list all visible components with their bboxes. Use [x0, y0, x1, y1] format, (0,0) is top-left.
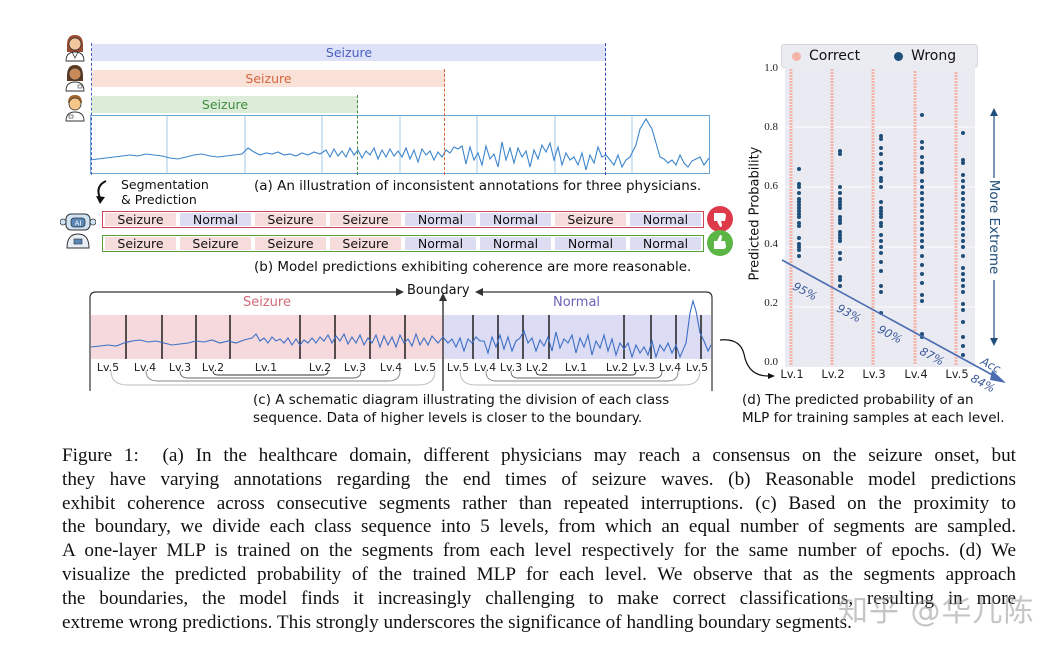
level-label: Lv.2 — [525, 361, 549, 374]
scatter-plot-area — [785, 67, 975, 367]
level-label: Lv.5 — [96, 361, 120, 374]
thumbs-down-icon — [707, 206, 733, 232]
caption-a: (a) An illustration of inconsistent anno… — [254, 178, 702, 194]
annotation-bar-physician-3: Seizure — [92, 96, 358, 113]
level-label: Lv.5 — [446, 361, 470, 374]
prediction-row-incoherent: Seizure Normal Seizure Seizure Normal No… — [102, 211, 704, 228]
end-line-physician-3 — [357, 95, 358, 175]
caption-c-line2: sequence. Data of higher levels is close… — [253, 410, 643, 426]
pred-cell: Normal — [480, 212, 551, 227]
caption-d-line2: MLP for training samples at each level. — [742, 410, 1005, 426]
pred-cell: Seizure — [105, 212, 176, 227]
x-tick: Lv.3 — [862, 367, 886, 381]
caption-line-8: extreme wrong predictions. This strongly… — [62, 611, 852, 633]
x-tick: Lv.5 — [945, 367, 969, 381]
y-tick: 0.4 — [764, 238, 778, 250]
pred-cell: Seizure — [330, 236, 401, 251]
thumbs-up-icon — [707, 230, 733, 256]
connector-arrow-icon — [719, 339, 775, 379]
end-line-physician-1 — [605, 43, 606, 175]
x-tick: Lv.2 — [821, 367, 845, 381]
caption-line-4: the boundary, we divide each class seque… — [62, 516, 1016, 538]
caption-c-line1: (c) A schematic diagram illustrating the… — [253, 392, 670, 408]
pred-cell: Normal — [480, 236, 551, 251]
y-tick: 0.6 — [764, 180, 778, 192]
boundary-label: Boundary — [407, 283, 470, 298]
pred-cell: Seizure — [255, 236, 326, 251]
level-label: Lv.3 — [632, 361, 656, 374]
annotation-bar-physician-1: Seizure — [92, 44, 606, 61]
level-label: Lv.3 — [343, 361, 367, 374]
more-extreme-arrows-icon — [990, 108, 998, 346]
normal-region-label: Normal — [553, 295, 601, 310]
level-label: Lv.4 — [473, 361, 497, 374]
physician-avatar-1-icon — [65, 35, 85, 62]
legend-wrong: Wrong — [911, 48, 957, 64]
pred-cell: Seizure — [555, 212, 626, 227]
end-line-physician-2 — [444, 69, 445, 175]
figure-caption: Figure 1: (a) In the healthcare domain, … — [62, 444, 1016, 634]
correct-marker-icon — [792, 51, 801, 61]
segmentation-label-line2: & Prediction — [121, 192, 197, 207]
onset-line — [91, 43, 92, 175]
caption-line-6: visualize the predicted probability of t… — [62, 563, 1016, 585]
y-axis-label: Predicted Probability — [747, 146, 763, 281]
level-label: Lv.2 — [308, 361, 332, 374]
pred-cell: Seizure — [180, 236, 251, 251]
level-label: Lv.1 — [564, 361, 588, 374]
level-label: Lv.1 — [254, 361, 278, 374]
pred-cell: Normal — [630, 212, 701, 227]
accuracy-trend-line — [781, 259, 1006, 383]
boundary-diagram — [89, 288, 713, 391]
level-label: Lv.4 — [379, 361, 403, 374]
ai-robot-icon: AI — [60, 213, 96, 249]
segmentation-label-line1: Segmentation — [121, 177, 209, 192]
legend-correct: Correct — [809, 48, 861, 64]
y-tick: 0.8 — [764, 121, 778, 133]
level-label: Lv.5 — [413, 361, 437, 374]
level-label: Lv.4 — [133, 361, 157, 374]
level-label: Lv.3 — [168, 361, 192, 374]
pred-cell: Normal — [405, 212, 476, 227]
prediction-row-coherent: Seizure Seizure Seizure Seizure Normal N… — [102, 235, 704, 252]
seizure-region-label: Seizure — [243, 295, 291, 310]
y-tick: 0.2 — [764, 297, 778, 309]
curved-arrow-icon — [96, 180, 107, 204]
level-label: Lv.2 — [201, 361, 225, 374]
caption-line-1: Figure 1: (a) In the healthcare domain, … — [62, 445, 1017, 466]
pred-cell: Seizure — [330, 212, 401, 227]
level-label: Lv.2 — [605, 361, 629, 374]
pred-cell: Normal — [180, 212, 251, 227]
physician-avatar-2-icon — [65, 65, 85, 92]
level-label: Lv.4 — [658, 361, 682, 374]
level-label: Lv.5 — [685, 361, 709, 374]
caption-b: (b) Model predictions exhibiting coheren… — [254, 259, 692, 275]
y-tick: 0.0 — [764, 356, 778, 368]
caption-line-2: they have varying annotations regarding … — [62, 468, 1016, 490]
x-tick: Lv.4 — [904, 367, 928, 381]
y-tick: 1.0 — [764, 62, 778, 74]
caption-line-7: the boundaries, the model finds it incre… — [62, 587, 1016, 609]
watermark: 知乎 @华儿陈 — [838, 594, 1035, 629]
pred-cell: Normal — [555, 236, 626, 251]
caption-line-3: exhibit coherence across consecutive seg… — [62, 492, 1016, 514]
svg-text:AI: AI — [75, 220, 82, 228]
pred-cell: Seizure — [105, 236, 176, 251]
eeg-waveform-a — [90, 115, 710, 174]
x-tick: Lv.1 — [780, 367, 804, 381]
caption-d-line1: (d) The predicted probability of an — [742, 392, 974, 408]
level-label: Lv.3 — [499, 361, 523, 374]
wrong-marker-icon — [894, 51, 904, 61]
pred-cell: Seizure — [255, 212, 326, 227]
more-extreme-label: More Extreme — [986, 179, 1002, 275]
chart-legend: Correct Wrong — [781, 44, 978, 68]
annotation-bar-physician-2: Seizure — [92, 70, 445, 87]
pred-cell: Normal — [630, 236, 701, 251]
figure-label: Figure 1: — [62, 445, 139, 466]
physician-avatar-3-icon — [65, 95, 85, 122]
pred-cell: Normal — [405, 236, 476, 251]
caption-line-5: A one-layer MLP is trained on the segmen… — [62, 540, 1016, 562]
